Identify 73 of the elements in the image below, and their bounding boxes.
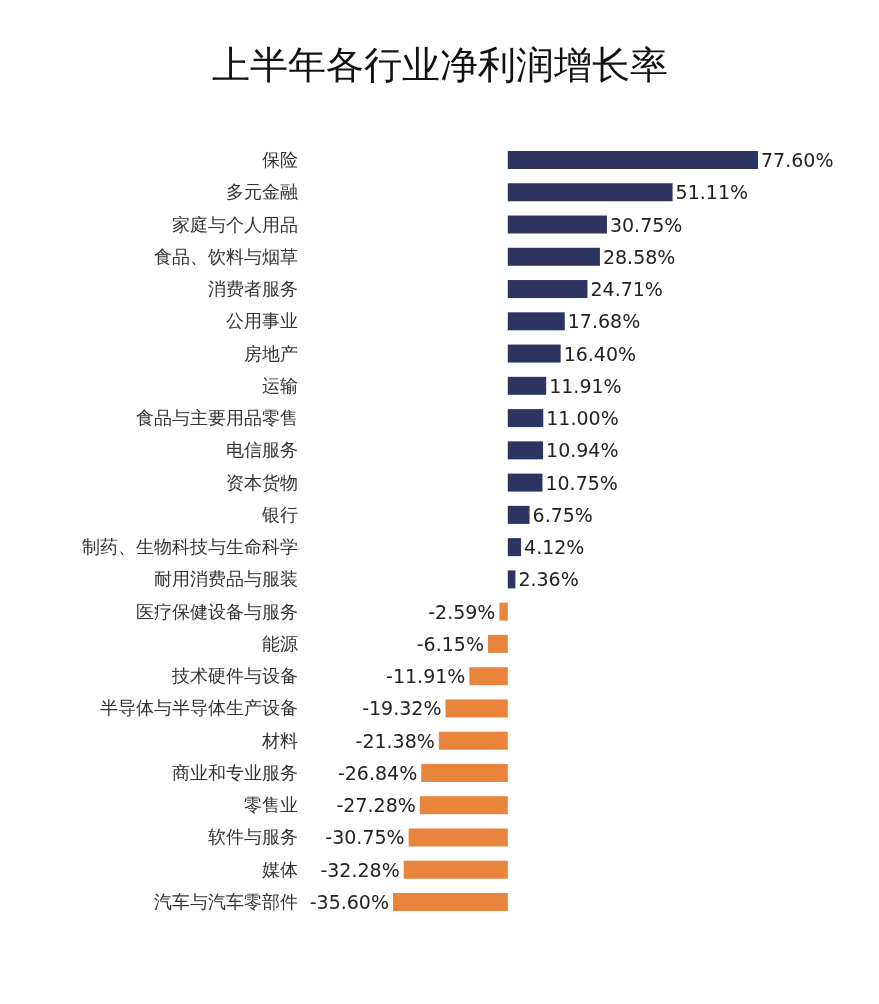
data-label: 10.75%	[545, 471, 618, 494]
y-tick-label: 房地产	[244, 342, 298, 364]
data-label: -11.91%	[386, 665, 466, 688]
data-label: 2.36%	[518, 568, 579, 591]
data-label: -32.28%	[320, 858, 400, 881]
bar	[507, 505, 530, 524]
data-label: -27.28%	[336, 794, 416, 817]
bar	[507, 247, 600, 266]
data-label: 24.71%	[590, 278, 663, 301]
bar	[507, 376, 547, 395]
bar	[507, 312, 565, 331]
y-tick-label: 保险	[262, 149, 298, 170]
data-label: 11.00%	[546, 407, 619, 430]
y-tick-label: 公用事业	[226, 310, 298, 332]
y-tick-label: 食品与主要用品零售	[136, 407, 298, 429]
y-tick-label: 消费者服务	[208, 278, 298, 300]
data-label: 17.68%	[567, 310, 641, 333]
y-tick-label: 汽车与汽车零部件	[154, 891, 298, 912]
y-tick-label: 制药、生物科技与生命科学	[82, 536, 298, 558]
bar	[507, 441, 544, 460]
y-tick-label: 多元金融	[226, 181, 298, 203]
bar	[445, 699, 508, 718]
data-label: -35.60%	[309, 891, 389, 913]
data-label: -26.84%	[337, 761, 418, 784]
data-label: 11.91%	[549, 374, 622, 397]
y-tick-label: 耐用消费品与服装	[154, 568, 298, 590]
y-tick-label: 医疗保健设备与服务	[136, 600, 298, 622]
bar	[507, 570, 516, 589]
y-tick-label: 材料	[261, 729, 298, 751]
data-label: 16.40%	[563, 342, 637, 365]
data-label: -2.59%	[428, 600, 496, 623]
data-label: 30.75%	[609, 213, 683, 236]
bar	[487, 634, 508, 653]
data-label: -19.32%	[362, 697, 442, 720]
bar	[507, 538, 522, 557]
bar	[408, 828, 508, 847]
data-label: 51.11%	[675, 181, 749, 204]
bar	[419, 796, 508, 815]
y-tick-label: 商业和专业服务	[172, 761, 298, 783]
y-tick-label: 电信服务	[226, 439, 298, 461]
y-tick-label: 半导体与半导体生产设备	[100, 697, 298, 719]
bar	[499, 602, 508, 621]
bar	[403, 860, 508, 879]
data-label: -30.75%	[325, 826, 405, 849]
data-label: -6.15%	[416, 632, 484, 655]
y-tick-label: 食品、饮料与烟草	[154, 245, 298, 267]
bar	[438, 731, 508, 750]
y-tick-label: 家庭与个人用品	[172, 213, 298, 235]
bar	[507, 280, 588, 299]
y-tick-label: 媒体	[262, 858, 298, 880]
data-label: -21.38%	[355, 729, 435, 752]
bar	[507, 409, 544, 428]
bar	[507, 473, 543, 492]
bar	[507, 215, 607, 234]
y-tick-label: 银行	[261, 503, 298, 525]
y-tick-label: 零售业	[244, 794, 298, 816]
y-tick-label: 资本货物	[226, 471, 298, 493]
chart-title: 上半年各行业净利润增长率	[212, 43, 668, 87]
y-tick-label: 运输	[262, 374, 298, 396]
bar	[393, 893, 508, 911]
data-label: 77.60%	[761, 149, 834, 171]
bar	[507, 151, 758, 169]
bar	[469, 667, 508, 686]
bar	[507, 183, 673, 202]
data-label: 4.12%	[524, 536, 585, 559]
bar	[421, 763, 508, 782]
data-label: 28.58%	[602, 245, 676, 268]
y-tick-label: 能源	[262, 632, 298, 654]
bar	[507, 344, 561, 363]
y-tick-label: 技术硬件与设备	[171, 665, 298, 687]
data-label: 10.94%	[546, 439, 619, 462]
data-label: 6.75%	[532, 503, 593, 526]
y-tick-label: 软件与服务	[208, 826, 298, 848]
